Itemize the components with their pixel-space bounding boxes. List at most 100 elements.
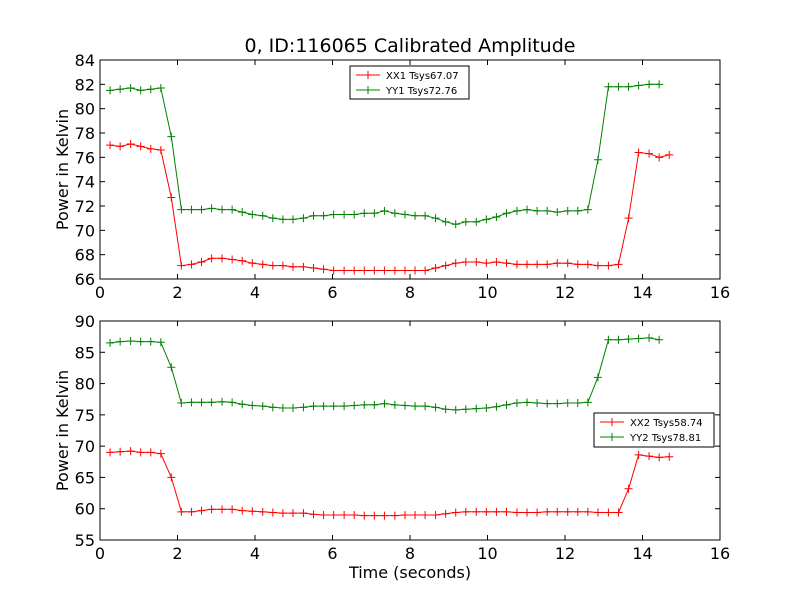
bottom-series-1-point-38 <box>492 402 501 411</box>
top-legend-entry-xx1: XX1 Tsys67.07 <box>356 71 459 82</box>
top-series-1-point-26 <box>370 209 379 218</box>
top-series-1-point-6 <box>167 132 176 141</box>
top-series-1-point-53 <box>645 80 654 89</box>
bottom-xtick-label-10: 10 <box>477 544 497 563</box>
bottom-series-0-point-14 <box>248 507 257 516</box>
top-series-1-point-43 <box>543 206 552 215</box>
top-xtick-label-2: 2 <box>172 283 182 302</box>
top-series-1-point-31 <box>421 211 430 220</box>
bottom-series-1-point-25 <box>360 400 369 409</box>
top-plot-ylabel: Power in Kelvin <box>53 109 72 230</box>
bottom-series-0-point-41 <box>523 508 532 517</box>
bottom-series-1-point-17 <box>278 403 287 412</box>
top-series-0-point-46 <box>573 260 582 269</box>
bottom-series-1-point-15 <box>258 402 267 411</box>
bottom-plot-xlabel: Time (seconds) <box>348 563 471 582</box>
top-ytick-label-78: 78 <box>75 124 95 143</box>
bottom-series-1-point-3 <box>136 337 145 346</box>
bottom-legend-label-yy2: YY2 Tsys78.81 <box>629 433 701 444</box>
top-xtick-label-0: 0 <box>95 283 105 302</box>
top-xtick-label-10: 10 <box>477 283 497 302</box>
top-legend-label-yy1: YY1 Tsys72.76 <box>385 86 457 97</box>
bottom-series-1-point-48 <box>593 373 602 382</box>
bottom-ytick-label-80: 80 <box>75 375 95 394</box>
top-series-1-point-51 <box>624 82 633 91</box>
bottom-series-1-point-19 <box>299 403 308 412</box>
top-series-0-point-52 <box>634 148 643 157</box>
top-series-0-point-48 <box>593 261 602 270</box>
bottom-ytick-label-75: 75 <box>75 406 95 425</box>
top-series-0-point-5 <box>156 146 165 155</box>
bottom-series-1-point-4 <box>146 337 155 346</box>
bottom-series-0-point-7 <box>177 507 186 516</box>
top-series-0-point-6 <box>167 193 176 202</box>
top-xtick-label-6: 6 <box>327 283 337 302</box>
bottom-series-0-point-15 <box>258 507 267 516</box>
top-series-0-point-9 <box>197 257 206 266</box>
bottom-series-0-point-49 <box>604 508 613 517</box>
bottom-ytick-label-55: 55 <box>75 531 95 550</box>
bottom-xtick-label-0: 0 <box>95 544 105 563</box>
figure-title: 0, ID:116065 Calibrated Amplitude <box>245 35 576 57</box>
bottom-series-1-point-22 <box>329 402 338 411</box>
bottom-series-0-point-32 <box>431 510 440 519</box>
bottom-series-1-point-45 <box>563 398 572 407</box>
bottom-series-1-point-31 <box>421 402 430 411</box>
bottom-series-1-point-14 <box>248 401 257 410</box>
bottom-series-1-point-30 <box>411 402 420 411</box>
bottom-series-0-point-4 <box>146 448 155 457</box>
top-series-0-point-24 <box>350 266 359 275</box>
top-xtick-label-12: 12 <box>555 283 575 302</box>
bottom-series-1-point-2 <box>126 337 135 346</box>
top-series-1-point-35 <box>461 217 470 226</box>
top-series-0-point-41 <box>523 260 532 269</box>
bottom-series-1-point-32 <box>431 403 440 412</box>
top-series-0-point-23 <box>340 266 349 275</box>
bottom-series-1-point-7 <box>177 398 186 407</box>
bottom-series-0-point-34 <box>451 508 460 517</box>
bottom-series-1-point-36 <box>472 404 481 413</box>
top-series-0-point-44 <box>553 259 562 268</box>
top-series-1-point-49 <box>604 82 613 91</box>
bottom-series-1-point-53 <box>645 333 654 342</box>
bottom-series-0-point-20 <box>309 510 318 519</box>
bottom-series-1-point-9 <box>197 398 206 407</box>
top-series-1-point-23 <box>340 210 349 219</box>
bottom-series-1-point-33 <box>441 405 450 414</box>
top-ytick-label-72: 72 <box>75 197 95 216</box>
bottom-xtick-label-12: 12 <box>555 544 575 563</box>
bottom-xtick-label-6: 6 <box>327 544 337 563</box>
bottom-series-0-point-43 <box>543 507 552 516</box>
top-legend-marker-yy1 <box>364 86 372 94</box>
bottom-series-1-point-35 <box>461 405 470 414</box>
bottom-legend-marker-xx2 <box>608 418 616 426</box>
bottom-series-0-point-16 <box>268 508 277 517</box>
bottom-series-1-point-1 <box>116 337 125 346</box>
top-series-0-point-21 <box>319 265 328 274</box>
bottom-series-1-point-23 <box>340 402 349 411</box>
bottom-series-1-point-18 <box>288 403 297 412</box>
top-ytick-label-76: 76 <box>75 148 95 167</box>
top-legend-marker-xx1 <box>364 71 372 79</box>
bottom-series-1-point-44 <box>553 399 562 408</box>
bottom-series-0-point-45 <box>563 507 572 516</box>
top-series-0-point-54 <box>655 153 664 162</box>
bottom-xtick-label-8: 8 <box>405 544 415 563</box>
top-series-0-point-26 <box>370 266 379 275</box>
top-series-1-point-3 <box>136 86 145 95</box>
bottom-series-0-point-37 <box>482 507 491 516</box>
bottom-legend-marker-yy2 <box>608 433 616 441</box>
top-xtick-label-14: 14 <box>632 283 652 302</box>
bottom-legend-label-xx2: XX2 Tsys58.74 <box>630 418 703 429</box>
top-series-1-point-12 <box>228 205 237 214</box>
top-series-1-point-34 <box>451 220 460 229</box>
bottom-series-0-point-24 <box>350 510 359 519</box>
top-series-0-point-1 <box>116 142 125 151</box>
top-series-0-point-18 <box>288 262 297 271</box>
bottom-series-1-point-54 <box>655 335 664 344</box>
top-series-0-point-4 <box>146 144 155 153</box>
bottom-series-0-point-5 <box>156 449 165 458</box>
top-series-1-point-33 <box>441 217 450 226</box>
bottom-series-0-point-25 <box>360 511 369 520</box>
top-series-0-point-14 <box>248 259 257 268</box>
